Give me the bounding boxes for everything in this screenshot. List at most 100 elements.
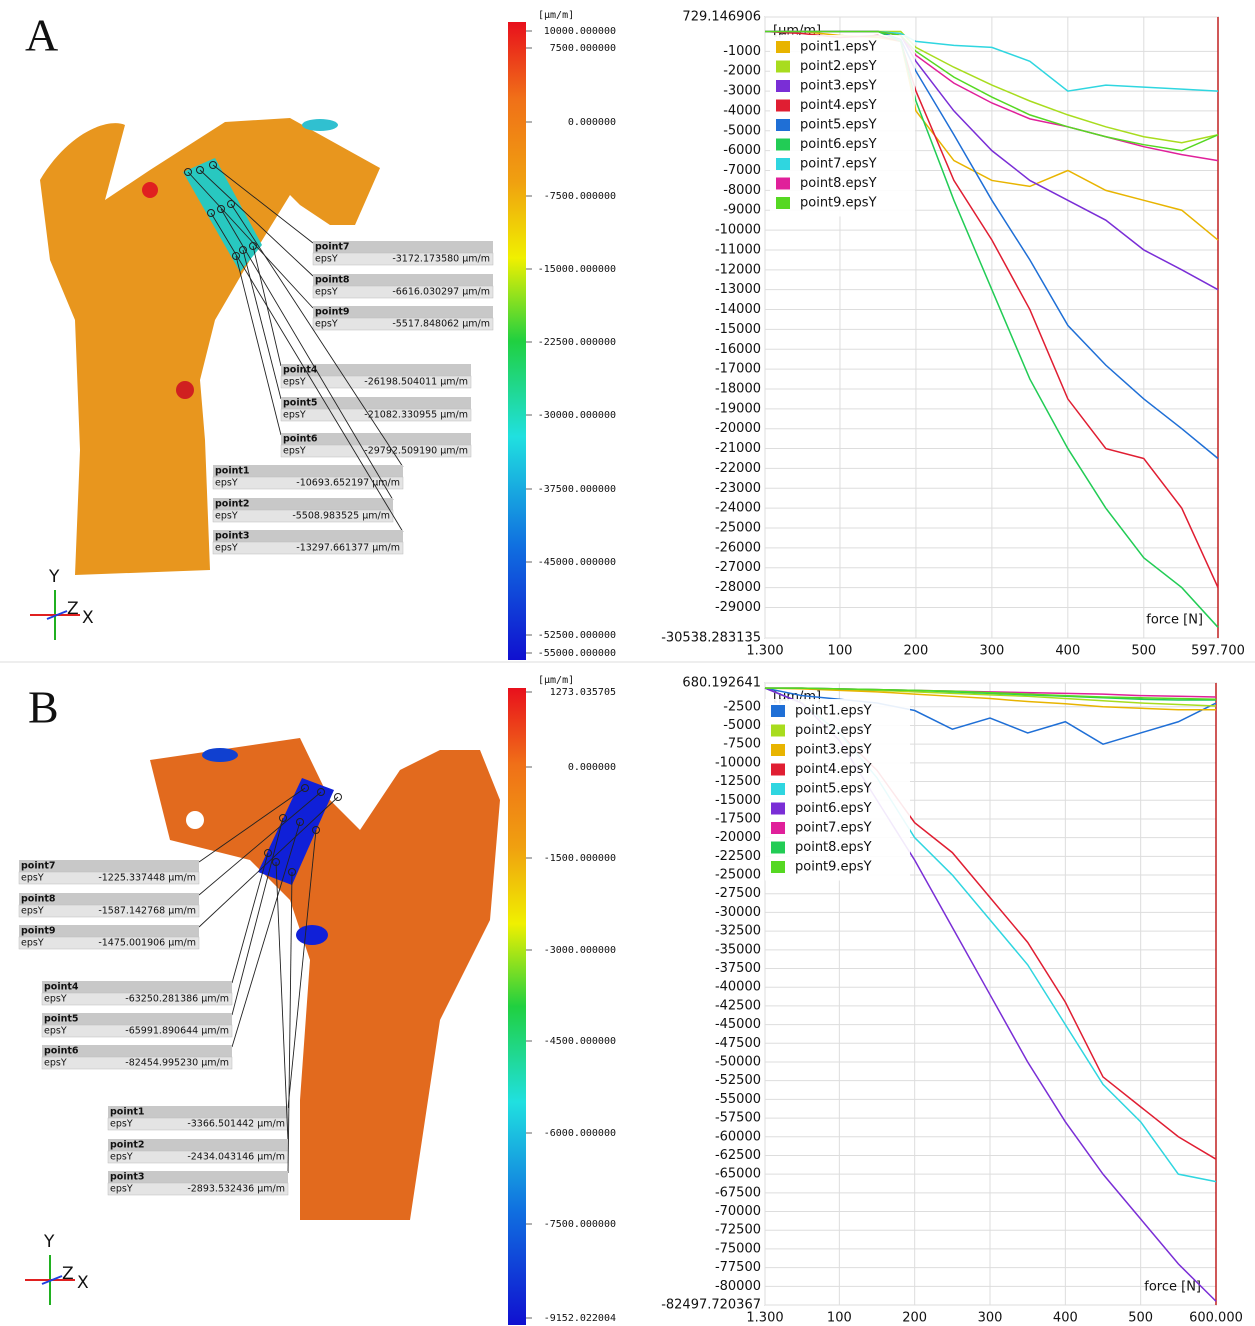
y-tick-label: -15000: [715, 793, 761, 808]
legend-label: point8.epsY: [800, 176, 877, 191]
y-tick-label: -28000: [715, 580, 761, 595]
annotation-name: point7: [21, 861, 56, 872]
colorbar-label: -52500.000000: [538, 630, 616, 641]
y-tick-label: -10000: [715, 755, 761, 770]
legend-swatch: [776, 119, 790, 131]
y-tick-label: -13000: [715, 282, 761, 297]
leader-line: [187, 171, 314, 309]
leader-line: [199, 169, 314, 277]
y-tick-label: -37500: [715, 961, 761, 976]
legend-swatch: [776, 197, 790, 209]
y-tick-label: -47500: [715, 1036, 761, 1051]
y-tick-label: -29000: [715, 600, 761, 615]
colorbar: [508, 22, 526, 660]
annotation-name: point4: [44, 982, 79, 993]
annotation-header: [281, 433, 471, 445]
line-series: [765, 30, 1219, 152]
legend-label: point7.epsY: [795, 821, 872, 836]
legend-swatch: [771, 783, 785, 795]
annotation-name: point1: [110, 1107, 145, 1118]
x-tick-label: 500: [1128, 1311, 1153, 1326]
legend-swatch: [771, 724, 785, 737]
annotation-body: [280, 444, 472, 458]
colorbar-label: -55000.000000: [538, 648, 616, 659]
legend-label: point1.epsY: [795, 704, 872, 719]
annotation-body: [41, 1024, 233, 1038]
x-tick-label: 500: [1131, 644, 1156, 659]
measure-point: [184, 168, 192, 176]
leader-line: [275, 861, 289, 1142]
annotation-quantity: epsY: [44, 1058, 67, 1069]
annotation-quantity: epsY: [283, 410, 306, 421]
legend-label: point7.epsY: [800, 157, 877, 172]
annotation-quantity: epsY: [110, 1119, 133, 1130]
y-tick-label: -40000: [715, 980, 761, 995]
annotation-header: [108, 1139, 288, 1151]
annotation-body: [18, 904, 200, 918]
annotation-body: [107, 1182, 289, 1196]
legend-label: point9.epsY: [800, 196, 877, 211]
annotation-quantity: epsY: [44, 994, 67, 1005]
annotation-quantity: epsY: [21, 938, 44, 949]
x-tick-label: 200: [902, 1311, 927, 1326]
hole: [186, 811, 204, 829]
y-tick-label: -30000: [715, 905, 761, 920]
annotation-name: point5: [44, 1014, 79, 1025]
measure-point: [209, 161, 217, 169]
annotation-value: -1475.001906 µm/m: [98, 938, 196, 949]
legend-label: point9.epsY: [795, 860, 872, 875]
y-tick-label: -67500: [715, 1185, 761, 1200]
leader-line: [220, 208, 394, 501]
measure-point: [264, 849, 272, 857]
y-tick-label: -23000: [715, 481, 761, 496]
leader-line: [198, 787, 306, 863]
annotation-name: point3: [110, 1172, 145, 1183]
colorbar-label: -7500.000000: [544, 191, 616, 202]
triad-label: Z: [67, 599, 79, 619]
triad-z: [41, 1275, 63, 1285]
y-tick-label: -2000: [723, 64, 761, 79]
hotspot: [142, 182, 158, 198]
y-tick-label: -55000: [715, 1092, 761, 1107]
annotation-value: -29792.509190 µm/m: [364, 446, 468, 457]
colorbar-label: 7500.000000: [550, 43, 616, 54]
annotation-header: [42, 1013, 232, 1025]
annotation-name: point8: [315, 275, 350, 286]
legend-swatch: [771, 822, 785, 834]
y-tick-label: -25000: [715, 521, 761, 536]
annotation-header: [281, 364, 471, 376]
y-tick-label: -52500: [715, 1073, 761, 1088]
y-tick-label: -82497.720367: [661, 1298, 761, 1313]
annotation-value: -3366.501442 µm/m: [187, 1119, 285, 1130]
y-tick-label: -21000: [715, 441, 761, 456]
y-tick-label: -7000: [723, 163, 761, 178]
annotation-body: [312, 252, 494, 266]
annotation-quantity: epsY: [283, 377, 306, 388]
annotation-name: point2: [110, 1140, 145, 1151]
annotation-name: point2: [215, 499, 250, 510]
annotation-value: -10693.652197 µm/m: [296, 478, 400, 489]
y-tick-label: -65000: [715, 1167, 761, 1182]
colorbar-label: 0.000000: [568, 117, 616, 128]
colorbar-label: -22500.000000: [538, 337, 616, 348]
y-tick-label: -30538.283135: [661, 631, 761, 646]
annotation-name: point5: [283, 398, 318, 409]
legend-label: point2.epsY: [795, 723, 872, 738]
legend-swatch: [776, 80, 790, 92]
y-tick-label: -70000: [715, 1204, 761, 1219]
x-tick-label: 597.700: [1191, 644, 1245, 659]
leader-line: [231, 821, 301, 1048]
annotation-name: point4: [283, 365, 318, 376]
annotation-name: point1: [215, 466, 250, 477]
y-tick-label: -75000: [715, 1241, 761, 1256]
measure-point: [288, 868, 296, 876]
y-tick-label: -25000: [715, 868, 761, 883]
y-tick-label: -27500: [715, 886, 761, 901]
y-tick-label: -35000: [715, 942, 761, 957]
y-tick-label: -4000: [723, 103, 761, 118]
annotation-header: [213, 530, 403, 542]
annotation-body: [312, 317, 494, 331]
legend-swatch: [771, 763, 785, 776]
measure-point: [217, 205, 225, 213]
measure-point: [232, 252, 240, 260]
